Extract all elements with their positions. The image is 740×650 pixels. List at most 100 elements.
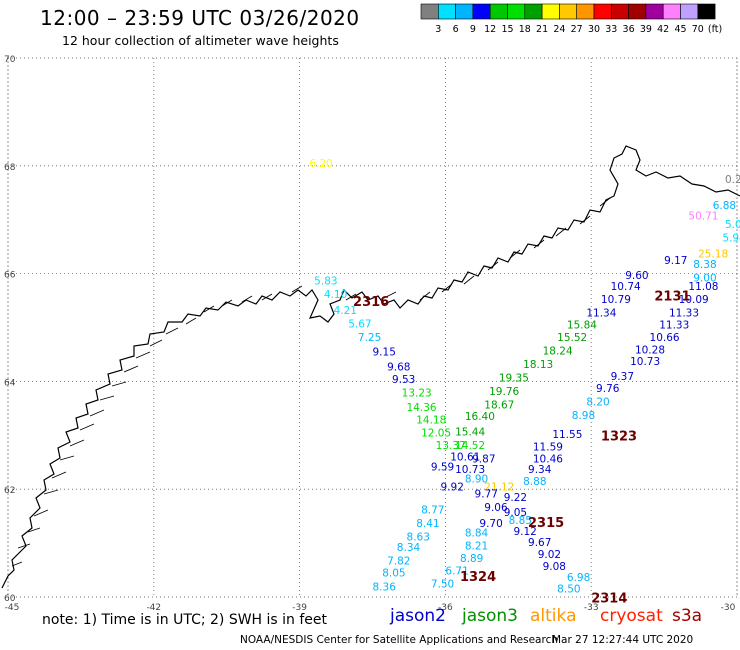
swh-value: 10.46 bbox=[533, 453, 563, 465]
color-scale-label: 39 bbox=[640, 24, 652, 35]
swh-value: 25.18 bbox=[698, 248, 728, 260]
swh-value: 18.24 bbox=[543, 345, 573, 357]
swh-value: 19.35 bbox=[499, 372, 529, 384]
lon-tick-label: -42 bbox=[146, 603, 161, 613]
color-scale-label: 33 bbox=[605, 24, 617, 35]
color-swatch bbox=[524, 3, 543, 20]
color-swatch bbox=[697, 3, 716, 20]
swh-value: 9.70 bbox=[479, 518, 502, 530]
swh-value: 8.84 bbox=[465, 528, 489, 540]
swh-value: 4.10 bbox=[324, 289, 347, 301]
swh-value: 11.08 bbox=[688, 281, 718, 293]
color-scale-bar: 3 6 9 12 15 18 21 24 27 30 33 36 39 42 45 70 (ft) bbox=[420, 3, 722, 35]
swh-value: 9.53 bbox=[392, 374, 415, 386]
swh-value: 6.71 bbox=[445, 565, 468, 577]
swh-value: 8.36 bbox=[373, 582, 397, 594]
swh-value: 4.21 bbox=[334, 305, 357, 317]
color-swatch bbox=[680, 3, 699, 20]
color-swatch bbox=[628, 3, 647, 20]
swh-value: 9.59 bbox=[431, 461, 454, 473]
swh-value: 6.88 bbox=[713, 200, 736, 212]
swh-value: 15.84 bbox=[567, 320, 597, 332]
color-scale-label: 36 bbox=[623, 24, 635, 35]
swh-value: 8.41 bbox=[416, 518, 439, 530]
swh-value: 11.59 bbox=[533, 441, 563, 453]
swh-value: 10.66 bbox=[650, 332, 680, 344]
color-swatch bbox=[610, 3, 629, 20]
swh-value: 13.37 bbox=[436, 440, 466, 452]
swh-value: 50.71 bbox=[688, 211, 718, 223]
satellite-cryosat: cryosat bbox=[600, 606, 663, 626]
swh-value: 10.74 bbox=[611, 281, 641, 293]
swh-value: 6.20 bbox=[309, 158, 332, 170]
swh-value: 9.77 bbox=[475, 488, 498, 500]
color-scale-label: 24 bbox=[553, 24, 565, 35]
swh-value: 9.76 bbox=[596, 383, 620, 395]
swh-value: 0.28 bbox=[725, 174, 740, 186]
swh-value: 8.89 bbox=[460, 553, 483, 565]
color-swatch bbox=[576, 3, 595, 20]
swh-value: 8.05 bbox=[382, 568, 405, 580]
color-scale-label: 3 bbox=[435, 24, 441, 35]
swh-value: 10.73 bbox=[630, 356, 660, 368]
lon-tick-label: -33 bbox=[584, 603, 599, 613]
lon-tick-label: -30 bbox=[721, 603, 736, 613]
swh-value: 8.90 bbox=[465, 474, 488, 486]
swh-value: 8.20 bbox=[586, 397, 609, 409]
swh-value: 18.67 bbox=[484, 399, 514, 411]
lon-tick-label: -39 bbox=[292, 603, 307, 613]
swh-value: 9.68 bbox=[387, 362, 410, 374]
color-swatch bbox=[437, 3, 456, 20]
color-swatch bbox=[507, 3, 526, 20]
swh-value: 8.85 bbox=[509, 515, 532, 527]
swh-value: 11.55 bbox=[552, 429, 582, 441]
coastline-inlets bbox=[11, 197, 611, 567]
swh-value: 9.22 bbox=[504, 492, 527, 504]
color-scale-label: 21 bbox=[536, 24, 548, 35]
swh-value: 11.33 bbox=[659, 320, 689, 332]
swh-value: 9.15 bbox=[373, 347, 396, 359]
map-title: 12:00 – 23:59 UTC 03/26/2020 bbox=[40, 6, 360, 30]
swh-value: 8.50 bbox=[557, 584, 580, 596]
swh-value: 15.52 bbox=[557, 332, 587, 344]
swh-value: 13.23 bbox=[402, 387, 432, 399]
color-swatch bbox=[489, 3, 508, 20]
lat-tick-label: 64 bbox=[4, 378, 16, 388]
color-scale-label: 12 bbox=[484, 24, 496, 35]
swh-value: 9.17 bbox=[664, 255, 687, 267]
lat-tick-label: 62 bbox=[4, 486, 15, 496]
color-swatch bbox=[593, 3, 612, 20]
swh-value: 15.44 bbox=[455, 426, 485, 438]
swh-value: 7.82 bbox=[387, 556, 410, 568]
swh-value: 5.94 bbox=[722, 232, 740, 244]
swh-value: 12.05 bbox=[421, 427, 451, 439]
pass-number: 2131 bbox=[654, 290, 690, 305]
swh-value: 9.34 bbox=[528, 464, 552, 476]
color-swatch bbox=[541, 3, 560, 20]
color-scale-label: 9 bbox=[470, 24, 476, 35]
swh-value: 9.67 bbox=[528, 537, 551, 549]
swh-value: 19.76 bbox=[489, 386, 519, 398]
swh-value: 8.77 bbox=[421, 504, 444, 516]
color-scale-label: 15 bbox=[501, 24, 513, 35]
swh-value: 14.36 bbox=[407, 402, 437, 414]
satellite-s3a: s3a bbox=[672, 606, 703, 626]
swh-value: 9.00 bbox=[693, 273, 716, 285]
swh-value: 6.98 bbox=[567, 572, 590, 584]
swh-value: 5.83 bbox=[314, 275, 337, 287]
lat-tick-label: 66 bbox=[4, 271, 16, 281]
swh-value: 9.87 bbox=[472, 453, 495, 465]
color-swatch bbox=[559, 3, 578, 20]
color-scale-label: 42 bbox=[657, 24, 669, 35]
lon-tick-label: -36 bbox=[438, 603, 453, 613]
swh-value: 9.60 bbox=[625, 270, 648, 282]
color-swatch bbox=[472, 3, 491, 20]
color-scale-label: 6 bbox=[453, 24, 459, 35]
color-swatch bbox=[662, 3, 681, 20]
lat-tick-label: 68 bbox=[4, 163, 16, 173]
swh-value: 8.88 bbox=[523, 476, 546, 488]
swh-value: 9.08 bbox=[543, 561, 566, 573]
swh-value: 9.06 bbox=[484, 502, 508, 514]
